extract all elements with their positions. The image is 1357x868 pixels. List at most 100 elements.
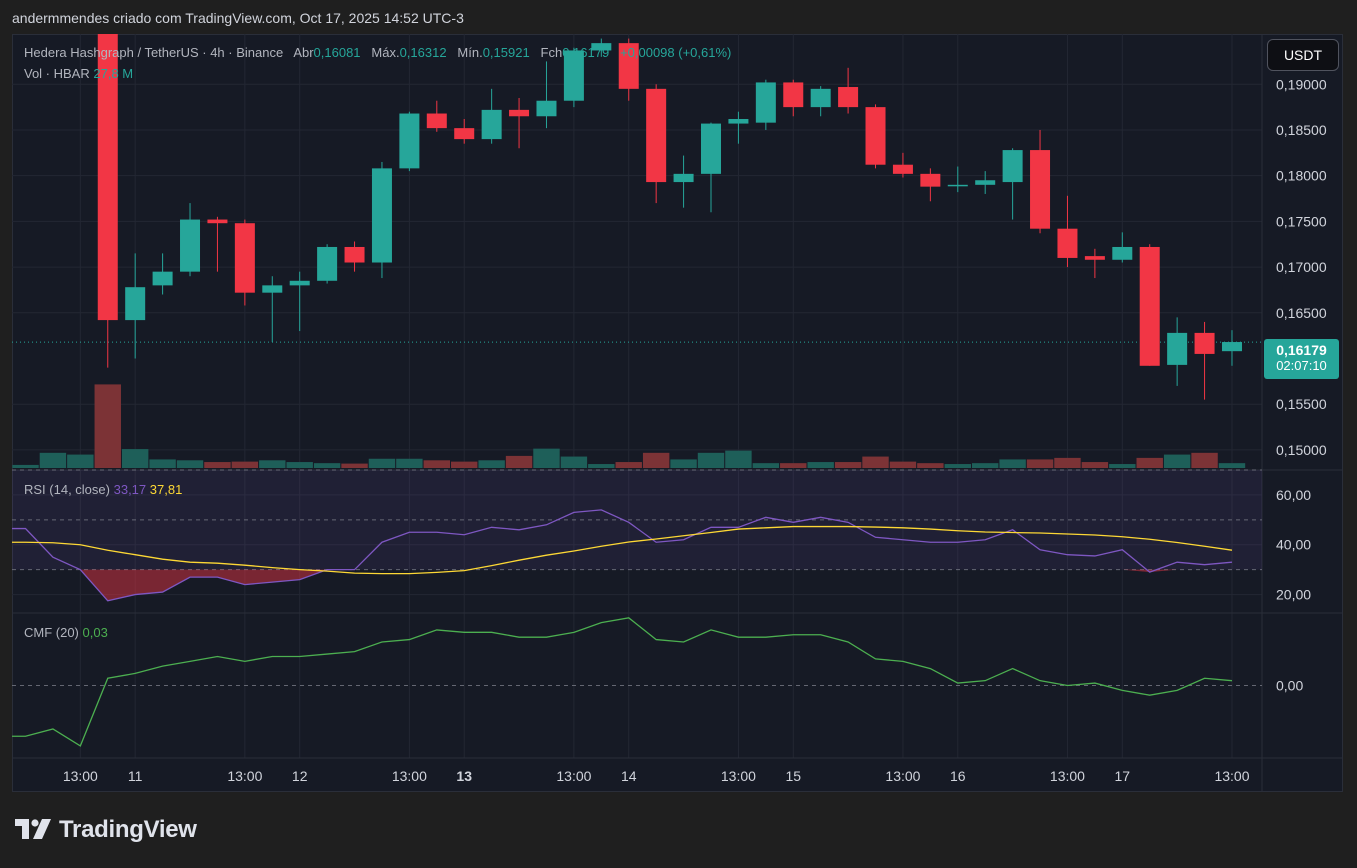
volume-bar bbox=[917, 463, 944, 468]
volume-bar bbox=[259, 460, 286, 468]
volume-label: Vol · HBAR bbox=[24, 66, 90, 81]
candle-body bbox=[1002, 150, 1023, 183]
volume-bar bbox=[12, 464, 39, 468]
candle-body bbox=[865, 107, 886, 165]
candle-body bbox=[454, 128, 475, 140]
volume-bar bbox=[121, 449, 149, 468]
candle-body bbox=[536, 100, 557, 117]
candle-body bbox=[1167, 332, 1188, 365]
price-axis-label: 0,16500 bbox=[1276, 305, 1327, 321]
candle-body bbox=[701, 123, 721, 174]
volume-bar bbox=[1081, 462, 1109, 468]
volume-bar bbox=[944, 464, 971, 468]
rsi-oversold-fill bbox=[80, 569, 1178, 601]
volume-bar bbox=[94, 384, 121, 468]
time-axis-label: 13:00 bbox=[885, 768, 920, 784]
chart-canvas[interactable]: 0,19000 0,18500 0,18000 0,17500 0,17000 0,165… bbox=[12, 34, 1343, 792]
author-line: andermmendes criado com TradingView.com,… bbox=[12, 10, 464, 26]
open-value: 0,16081 bbox=[313, 45, 361, 60]
candle-body bbox=[180, 219, 201, 272]
candle-body bbox=[1030, 150, 1051, 229]
low-value: 0,15921 bbox=[482, 45, 530, 60]
low-label: Mín. bbox=[457, 45, 483, 60]
brand-name: TradingView bbox=[59, 816, 197, 843]
volume-bar bbox=[834, 462, 862, 468]
bar-countdown: 02:07:10 bbox=[1276, 358, 1327, 373]
candle-body bbox=[207, 219, 228, 224]
volume-bar bbox=[231, 461, 259, 468]
rsi-ma-line bbox=[12, 525, 1233, 575]
volume-bar bbox=[396, 458, 423, 468]
candle-body bbox=[1112, 246, 1133, 260]
volume-bar bbox=[1136, 457, 1163, 468]
chart-frame bbox=[12, 34, 1343, 792]
rsi-ma-value: 37,81 bbox=[149, 482, 183, 497]
cmf-line bbox=[12, 617, 1233, 747]
candle-body bbox=[783, 82, 804, 108]
candle-body bbox=[892, 164, 913, 174]
candle-body bbox=[591, 43, 612, 51]
high-label: Máx. bbox=[371, 45, 400, 60]
currency-button[interactable]: USDT bbox=[1267, 39, 1339, 71]
last-price-tag: 0,16179 02:07:10 bbox=[1264, 339, 1339, 379]
candle-body bbox=[509, 109, 530, 117]
cmf-label: CMF (20) bbox=[24, 625, 79, 640]
candle-body bbox=[344, 246, 365, 263]
time-axis-label: 16 bbox=[950, 768, 966, 784]
candle-body bbox=[152, 271, 173, 286]
candle-body bbox=[728, 119, 749, 124]
rsi-axis-label: 60,00 bbox=[1276, 487, 1311, 503]
time-axis-label: 13:00 bbox=[1050, 768, 1085, 784]
rsi-axis-label: 40,00 bbox=[1276, 537, 1311, 553]
candle-body bbox=[646, 88, 667, 183]
volume-bar bbox=[341, 463, 368, 468]
time-axis-label: 13:00 bbox=[721, 768, 756, 784]
time-axis-label: 14 bbox=[621, 768, 637, 784]
candle-body bbox=[426, 113, 447, 129]
volume-bar bbox=[505, 455, 533, 468]
candle-body bbox=[838, 87, 859, 108]
volume-bar bbox=[1054, 457, 1081, 468]
price-axis-label: 0,18000 bbox=[1276, 168, 1327, 184]
open-label: Abr bbox=[293, 45, 314, 60]
volume-bar bbox=[999, 459, 1026, 468]
cmf-legend: CMF (20) 0,03 bbox=[24, 625, 108, 640]
rsi-line bbox=[12, 509, 1233, 602]
candle-body bbox=[755, 82, 776, 123]
volume-bar bbox=[560, 456, 588, 468]
close-value: 0,16179 bbox=[562, 45, 610, 60]
candle-body bbox=[234, 223, 255, 293]
cmf-axis-label: 0,00 bbox=[1276, 678, 1303, 694]
candle-body bbox=[1084, 256, 1105, 260]
volume-bar bbox=[478, 460, 505, 468]
high-value: 0,16312 bbox=[399, 45, 447, 60]
rsi-legend: RSI (14, close) 33,17 37,81 bbox=[24, 482, 182, 497]
symbol-legend: Hedera Hashgraph / TetherUS · 4h · Binan… bbox=[24, 45, 731, 60]
price-axis-label: 0,17500 bbox=[1276, 213, 1327, 229]
close-label: Fch bbox=[540, 45, 563, 60]
volume-bar bbox=[286, 462, 313, 468]
symbol-title: Hedera Hashgraph / TetherUS · 4h · Binan… bbox=[24, 45, 284, 60]
candle-body bbox=[975, 180, 996, 185]
price-axis-label: 0,18500 bbox=[1276, 122, 1327, 138]
candle-body bbox=[289, 280, 310, 286]
candle-body bbox=[920, 173, 941, 187]
rsi-label: RSI (14, close) bbox=[24, 482, 110, 497]
volume-bar bbox=[533, 448, 560, 468]
time-axis-label: 17 bbox=[1115, 768, 1131, 784]
candle-body bbox=[481, 109, 502, 140]
volume-bar bbox=[1109, 464, 1136, 468]
candles-group bbox=[97, 34, 1242, 400]
volume-bar bbox=[588, 464, 615, 468]
volume-bar bbox=[615, 462, 642, 468]
time-axis-label: 12 bbox=[292, 768, 308, 784]
volume-bar bbox=[862, 456, 889, 468]
candle-body bbox=[618, 43, 639, 89]
volume-value: 27,8 M bbox=[93, 66, 134, 81]
time-axis-label: 13:00 bbox=[1214, 768, 1249, 784]
candle-body bbox=[317, 246, 338, 281]
volume-bar bbox=[725, 450, 752, 468]
price-axis-label: 0,19000 bbox=[1276, 76, 1327, 92]
volume-legend: Vol · HBAR 27,8 M bbox=[24, 66, 133, 81]
volume-bar bbox=[1026, 459, 1054, 468]
